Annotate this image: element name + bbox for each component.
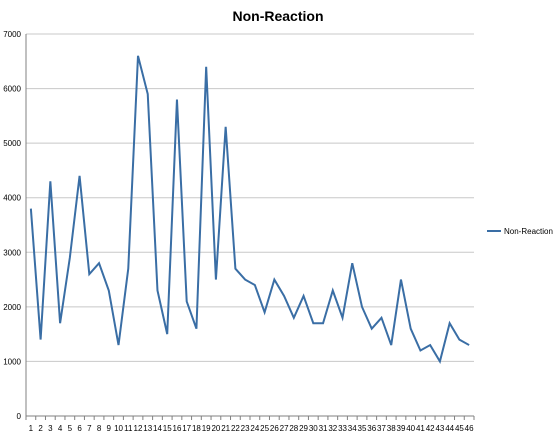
x-tick-label: 46 bbox=[465, 424, 474, 433]
x-tick-label: 8 bbox=[97, 424, 102, 433]
x-tick-label: 42 bbox=[426, 424, 435, 433]
x-tick-label: 30 bbox=[309, 424, 318, 433]
x-tick-label: 14 bbox=[153, 424, 162, 433]
x-tick-label: 31 bbox=[319, 424, 328, 433]
x-tick-label: 39 bbox=[397, 424, 406, 433]
x-tick-label: 25 bbox=[260, 424, 269, 433]
y-tick-label: 0 bbox=[17, 412, 22, 421]
y-tick-label: 3000 bbox=[3, 248, 21, 257]
x-tick-label: 36 bbox=[367, 424, 376, 433]
y-tick-label: 2000 bbox=[3, 303, 21, 312]
x-tick-label: 37 bbox=[377, 424, 386, 433]
x-tick-label: 41 bbox=[416, 424, 425, 433]
y-tick-label: 5000 bbox=[3, 139, 21, 148]
x-tick-label: 11 bbox=[124, 424, 133, 433]
x-tick-label: 23 bbox=[241, 424, 250, 433]
x-tick-label: 44 bbox=[445, 424, 454, 433]
chart-title: Non-Reaction bbox=[233, 8, 324, 24]
x-tick-label: 2 bbox=[38, 424, 43, 433]
x-tick-label: 20 bbox=[211, 424, 220, 433]
x-tick-label: 22 bbox=[231, 424, 240, 433]
x-tick-labels: 1 2 3 4 5 6 7 8 9 10 11 12 13 14 15 16 17 18 19 20 21 22 23 24 2… bbox=[25, 416, 475, 433]
x-tick-label: 13 bbox=[143, 424, 152, 433]
x-tick-label: 26 bbox=[270, 424, 279, 433]
x-tick-label: 15 bbox=[163, 424, 172, 433]
x-tick-label: 12 bbox=[134, 424, 143, 433]
x-tick-label: 10 bbox=[114, 424, 123, 433]
x-tick-label: 27 bbox=[280, 424, 289, 433]
x-tick-label: 19 bbox=[202, 424, 211, 433]
x-tick-label: 1 bbox=[29, 424, 34, 433]
x-tick-label: 21 bbox=[221, 424, 230, 433]
series-line bbox=[29, 55, 470, 365]
x-tick-label: 7 bbox=[87, 424, 92, 433]
series-layer bbox=[29, 55, 470, 365]
x-tick-label: 35 bbox=[358, 424, 367, 433]
x-tick-label: 16 bbox=[173, 424, 182, 433]
x-tick-label: 34 bbox=[348, 424, 357, 433]
x-tick-label: 18 bbox=[192, 424, 201, 433]
y-tick-label: 4000 bbox=[3, 194, 21, 203]
x-tick-label: 3 bbox=[48, 424, 53, 433]
y-tick-label: 7000 bbox=[3, 30, 21, 39]
y-tick-label: 6000 bbox=[3, 85, 21, 94]
x-tick-label: 38 bbox=[387, 424, 396, 433]
x-tick-label: 9 bbox=[107, 424, 112, 433]
x-tick-label: 29 bbox=[299, 424, 308, 433]
x-tick-label: 32 bbox=[328, 424, 337, 433]
x-tick-label: 6 bbox=[77, 424, 82, 433]
x-tick-label: 45 bbox=[455, 424, 464, 433]
x-tick-label: 5 bbox=[68, 424, 73, 433]
x-tick-label: 43 bbox=[435, 424, 444, 433]
axes bbox=[25, 34, 474, 417]
x-tick-label: 17 bbox=[182, 424, 191, 433]
legend-label: Non-Reaction bbox=[504, 227, 553, 236]
y-tick-labels: 0 1000 2000 3000 4000 5000 6000 7000 bbox=[3, 30, 21, 421]
x-tick-label: 4 bbox=[58, 424, 63, 433]
x-tick-label: 40 bbox=[406, 424, 415, 433]
x-tick-label: 33 bbox=[338, 424, 347, 433]
y-tick-label: 1000 bbox=[3, 357, 21, 366]
legend: Non-Reaction bbox=[487, 227, 553, 236]
x-tick-label: 28 bbox=[289, 424, 298, 433]
grid-lines bbox=[26, 33, 474, 362]
x-tick-label: 24 bbox=[250, 424, 259, 433]
